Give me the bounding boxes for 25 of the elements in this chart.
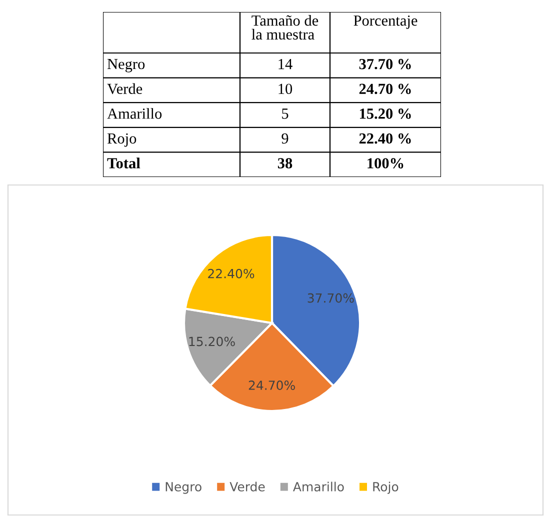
text: Total — [107, 158, 140, 168]
text: 100% — [368, 158, 404, 168]
data-label: 15.20% — [189, 336, 235, 346]
text: 22.40 % — [359, 133, 411, 144]
data-label: 37.70% — [308, 293, 354, 303]
text: 5 — [282, 108, 288, 119]
text: Tamaño de la muestra — [252, 15, 318, 40]
text: 14 — [278, 58, 292, 70]
legend-label: Amarillo — [293, 482, 344, 492]
data-label: 24.70% — [248, 380, 295, 390]
legend-label: Negro — [166, 482, 202, 494]
text: 10 — [278, 84, 292, 94]
legend-label: Rojo — [373, 482, 398, 494]
text: Negro — [107, 59, 145, 72]
text: 38 — [278, 158, 292, 168]
text: Porcentaje — [354, 15, 418, 29]
text: 15.20 % — [360, 108, 411, 119]
text: 37.70 % — [359, 58, 411, 70]
data-label: 22.40% — [208, 268, 254, 278]
text: Amarillo — [107, 108, 162, 119]
text: 24.70 % — [359, 84, 411, 94]
text: Rojo — [107, 133, 136, 147]
text: Verde — [107, 83, 142, 94]
legend-label: Verde — [230, 482, 265, 492]
text: 9 — [282, 133, 288, 144]
